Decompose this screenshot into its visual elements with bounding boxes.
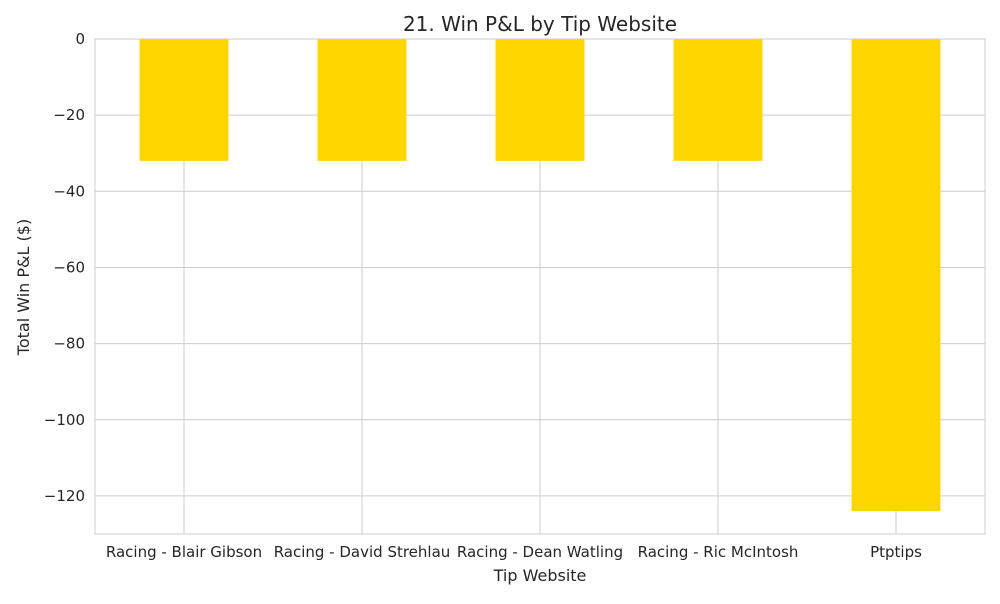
- y-axis-label: Total Win P&L ($): [14, 219, 33, 356]
- x-tick-labels: Racing - Blair Gibson Racing - David Stre…: [106, 543, 922, 561]
- bar: [139, 39, 229, 161]
- y-tick-label: −60: [53, 258, 85, 276]
- x-tick-label: Racing - Blair Gibson: [106, 543, 262, 561]
- bar: [495, 39, 585, 161]
- bar: [851, 39, 941, 512]
- x-tick-label: Ptptips: [870, 543, 922, 561]
- x-axis-label: Tip Website: [493, 566, 587, 585]
- bar: [673, 39, 763, 161]
- x-tick-label: Racing - Ric McIntosh: [638, 543, 799, 561]
- y-tick-label: −100: [44, 411, 85, 429]
- y-tick-label: −20: [53, 106, 85, 124]
- bar: [317, 39, 407, 161]
- plot-frame: [94, 38, 986, 535]
- y-tick-label: −80: [53, 335, 85, 353]
- bars: [139, 39, 941, 512]
- y-tick-label: −40: [53, 182, 85, 200]
- chart-title: 21. Win P&L by Tip Website: [403, 12, 677, 36]
- y-tick-label: 0: [75, 30, 85, 48]
- y-tick-labels: 0 −20 −40 −60 −80 −100 −120: [44, 30, 85, 505]
- x-tick-label: Racing - Dean Watling: [457, 543, 623, 561]
- y-tick-label: −120: [44, 487, 85, 505]
- x-tick-label: Racing - David Strehlau: [274, 543, 451, 561]
